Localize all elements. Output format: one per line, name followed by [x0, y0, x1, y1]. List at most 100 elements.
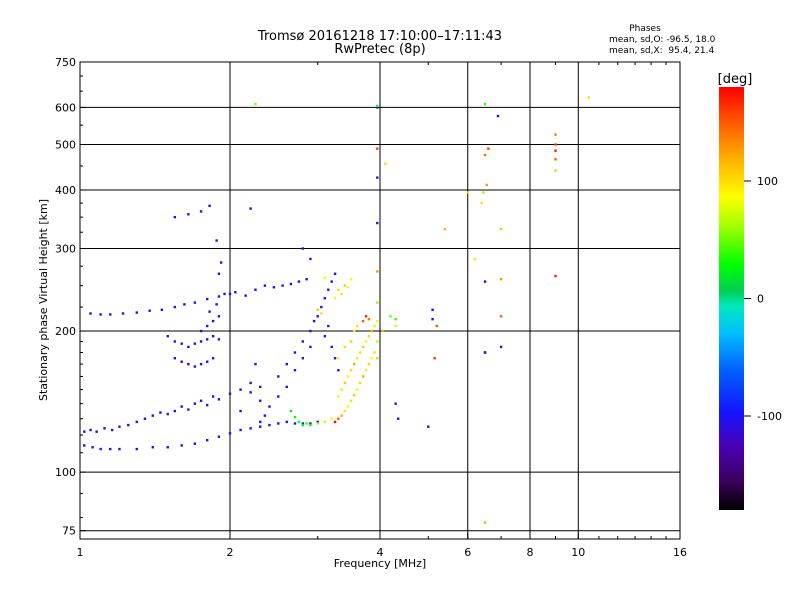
data-point: [83, 444, 86, 447]
data-point: [443, 227, 447, 231]
data-point: [323, 297, 327, 300]
data-point: [483, 153, 487, 157]
data-point: [187, 345, 190, 349]
data-point: [148, 309, 151, 312]
data-point: [289, 282, 293, 286]
data-point: [109, 447, 112, 451]
data-point: [373, 351, 376, 354]
phases-x-stats: mean, sd,X: 95.4, 21.4: [609, 46, 715, 56]
data-point: [361, 375, 365, 378]
phases-heading: Phases: [629, 24, 661, 34]
colorbar: [deg] 100 0 -100: [718, 72, 782, 510]
data-point: [381, 329, 384, 333]
data-point: [431, 308, 434, 312]
data-point: [554, 274, 557, 278]
data-point: [340, 414, 343, 417]
x-tick-label: 2: [227, 546, 234, 559]
data-point: [272, 286, 276, 289]
data-point: [89, 312, 92, 315]
data-point: [499, 345, 503, 349]
data-point: [217, 315, 221, 318]
data-point: [337, 369, 340, 372]
data-point: [99, 447, 102, 451]
data-point: [427, 425, 430, 428]
data-point: [199, 329, 203, 333]
data-point: [293, 369, 297, 372]
data-point: [217, 338, 221, 341]
data-point: [254, 288, 257, 291]
data-point: [223, 292, 226, 296]
y-tick-label: 750: [55, 56, 76, 69]
data-point: [364, 340, 368, 343]
chart-title: Tromsø 20161218 17:10:00–17:11:43: [257, 29, 502, 44]
data-point: [367, 317, 371, 321]
data-point: [159, 411, 162, 414]
data-point: [215, 303, 218, 306]
data-point: [228, 432, 232, 435]
x-axis-label: Frequency [MHz]: [334, 557, 426, 570]
x-tick-label: 1: [77, 546, 84, 559]
x-tick-label: 16: [673, 546, 687, 559]
data-point: [205, 360, 209, 363]
y-axis-label: Stationary phase Virtual Height [km]: [37, 199, 50, 401]
data-point: [323, 420, 327, 424]
data-point: [180, 444, 183, 447]
data-point: [217, 398, 221, 401]
data-point: [337, 417, 340, 420]
data-point: [187, 408, 190, 411]
grid-lines: [80, 62, 680, 539]
data-point: [91, 446, 94, 449]
data-point: [173, 409, 177, 413]
data-point: [337, 395, 340, 398]
data-point: [309, 423, 312, 427]
colorbar-tick-label: 0: [757, 293, 764, 306]
data-point: [293, 422, 297, 425]
data-point: [364, 315, 368, 318]
data-point: [173, 340, 177, 343]
data-point: [249, 381, 252, 385]
data-point: [205, 297, 209, 301]
data-point: [211, 319, 215, 323]
data-point: [309, 345, 312, 349]
data-point: [370, 357, 373, 360]
data-point: [483, 102, 487, 106]
data-point: [135, 447, 138, 451]
data-point: [234, 291, 237, 294]
data-point: [193, 365, 197, 368]
y-tick-label: 75: [62, 525, 76, 538]
data-point: [349, 278, 353, 281]
data-point: [83, 430, 86, 433]
data-point: [215, 239, 218, 242]
data-point: [254, 362, 257, 366]
data-point: [259, 399, 262, 402]
data-point: [376, 357, 379, 360]
x-tick-label: 4: [377, 546, 384, 559]
data-point: [367, 334, 371, 338]
data-point: [327, 288, 330, 291]
colorbar-ticks: 100 0 -100: [744, 175, 782, 423]
data-point: [480, 201, 483, 205]
data-point: [293, 415, 297, 419]
data-point: [301, 422, 305, 425]
data-point: [337, 288, 340, 291]
data-point: [263, 414, 267, 417]
data-point: [193, 342, 197, 345]
data-point: [352, 362, 356, 366]
y-tick-label: 600: [55, 101, 76, 114]
y-tick-label: 300: [55, 243, 76, 256]
data-point: [343, 345, 347, 349]
data-point: [118, 425, 121, 428]
data-point: [554, 133, 557, 136]
data-point: [228, 392, 232, 395]
data-point: [433, 357, 436, 360]
data-point: [199, 340, 203, 343]
data-point: [193, 442, 197, 445]
data-point: [183, 303, 186, 306]
data-point: [160, 308, 164, 312]
data-point: [277, 395, 280, 398]
data-point: [483, 351, 487, 354]
data-point: [193, 301, 197, 304]
data-point: [309, 422, 312, 425]
data-point: [103, 427, 106, 430]
data-point: [346, 286, 350, 289]
